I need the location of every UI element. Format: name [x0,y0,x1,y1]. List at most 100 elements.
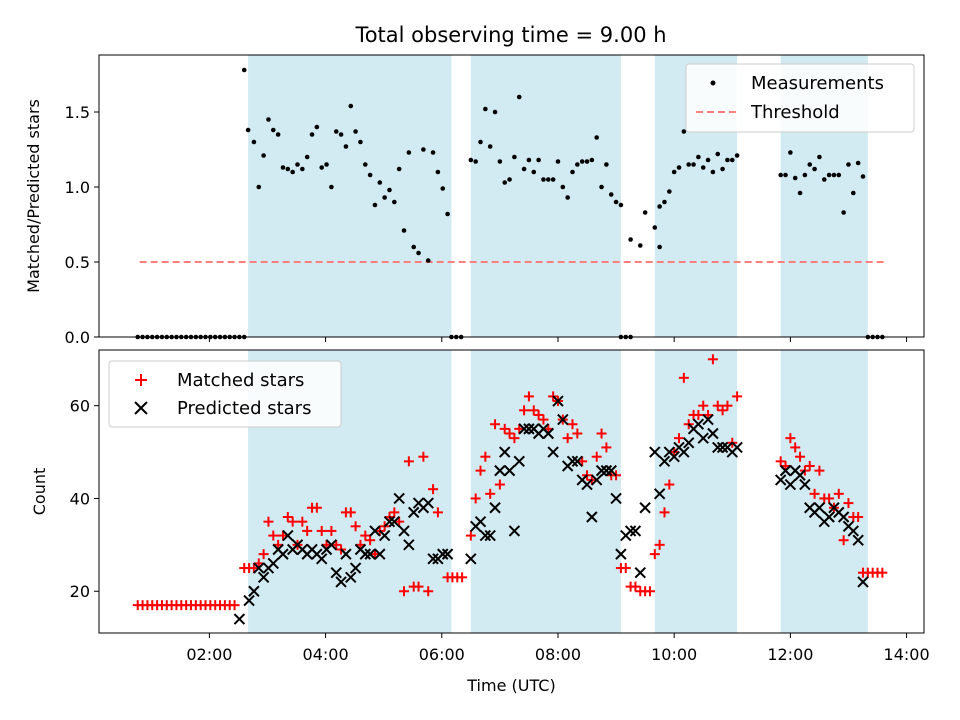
predicted-point-82 [658,455,671,468]
measurement-point-90 [570,169,575,175]
measurement-point-60 [421,147,426,152]
matched-point-105 [654,539,665,550]
measurement-point-143 [860,174,866,179]
measurement-point-25 [251,139,257,145]
predicted-point-62 [557,413,569,426]
measurement-point-59 [416,250,421,256]
measurement-point-96 [599,184,604,190]
bottom-shade-2 [654,350,738,633]
matched-point-59 [423,586,434,597]
legend-measurements-label: Measurements [751,73,884,94]
matched-point-20 [229,600,240,611]
matched-point-113 [693,409,704,420]
predicted-point-60 [547,446,559,458]
legend-matched-label: Matched stars [177,370,304,391]
matched-point-25 [258,549,269,560]
measurement-point-73 [487,144,493,149]
bottom-ytick-label-1: 40 [70,489,90,508]
predicted-point-51 [503,464,516,477]
measurement-point-27 [261,153,266,158]
measurement-point-126 [778,172,783,178]
matched-point-88 [572,428,583,439]
xtick-label-0: 02:00 [186,645,232,664]
matched-point-58 [418,451,429,462]
matched-point-109 [674,433,685,444]
measurement-point-39 [319,165,325,170]
measurement-point-141 [851,190,856,196]
measurement-point-78 [512,154,517,160]
matched-point-66 [465,530,476,541]
measurement-point-58 [411,244,417,250]
matched-point-89 [577,456,588,467]
measurement-point-92 [579,159,585,164]
measurement-point-134 [817,154,822,160]
bottom-legend-box [108,360,342,428]
matched-point-61 [432,507,443,518]
measurement-point-37 [309,132,315,137]
legend-matched-marker [135,374,147,386]
measurement-point-142 [855,160,861,166]
bottom-shade-1 [470,350,621,633]
measurement-point-53 [387,187,392,193]
measurement-point-50 [372,202,378,208]
matched-point-104 [649,549,660,560]
predicted-point-45 [474,515,487,528]
predicted-point-1 [243,594,255,607]
measurement-point-135 [821,177,827,182]
measurement-point-65 [445,211,450,217]
x-axis-label: Time (UTC) [466,676,555,695]
measurement-point-47 [358,139,363,145]
matched-point-128 [804,460,815,471]
matched-point-79 [528,405,539,416]
measurement-point-136 [826,172,832,178]
predicted-point-26 [364,548,376,560]
predicted-point-20 [335,576,347,588]
top-shade-1 [470,55,621,337]
measurement-point-76 [502,180,508,185]
top-shade-0 [248,55,452,337]
matched-point-77 [519,405,530,416]
measurement-point-35 [300,166,305,172]
predicted-point-61 [552,395,564,407]
xtick-label-4: 10:00 [651,645,697,664]
measurement-point-75 [497,159,503,164]
predicted-point-80 [649,446,661,458]
matched-point-36 [311,502,322,513]
predicted-point-39 [427,553,439,565]
bottom-legend: Matched stars Predicted stars [108,360,342,428]
bottom-ytick-label-0: 20 [70,582,90,601]
predicted-point-108 [823,511,835,523]
measurement-point-74 [492,109,498,115]
bottom-y-axis-label: Count [30,468,49,516]
xtick-label-5: 12:00 [767,645,813,664]
predicted-point-84 [668,450,680,463]
predicted-point-97 [731,441,743,454]
bottom-shade-3 [780,350,868,633]
measurement-point-46 [353,129,358,134]
measurement-point-94 [589,157,595,163]
matched-point-134 [833,488,844,499]
measurement-point-91 [575,162,580,167]
measurement-point-79 [516,94,522,100]
measurement-point-36 [304,154,310,160]
predicted-point-38 [422,497,434,509]
predicted-point-32 [393,492,405,505]
predicted-point-78 [634,566,646,579]
xtick-label-6: 14:00 [884,645,930,664]
matched-point-135 [838,535,849,546]
predicted-point-4 [257,571,270,584]
predicted-point-106 [813,502,826,514]
matched-point-70 [485,488,496,499]
matched-point-75 [509,433,520,444]
measurement-point-51 [377,180,383,185]
predicted-point-8 [277,548,289,560]
measurement-point-85 [545,177,551,182]
matched-point-54 [399,586,410,597]
measurement-point-24 [245,127,251,133]
measurement-point-40 [324,162,329,167]
measurement-point-38 [314,124,320,130]
measurement-point-26 [256,184,262,190]
predicted-point-28 [374,548,386,560]
measurement-point-61 [425,258,431,263]
matched-point-46 [360,530,371,541]
